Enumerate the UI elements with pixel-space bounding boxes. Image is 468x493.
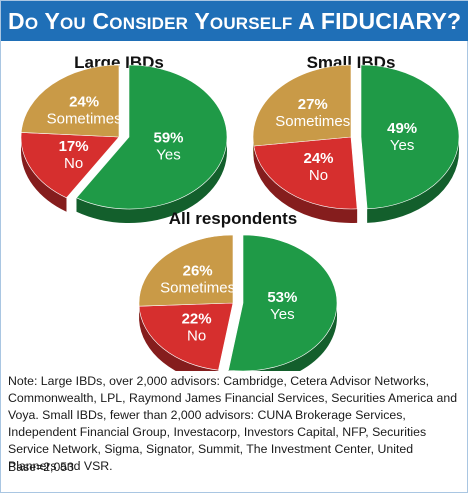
pie-slice-sometimes	[20, 64, 120, 138]
pie-side-yes	[228, 303, 337, 371]
pie-slice-sometimes	[138, 234, 234, 307]
slice-label: Sometimes	[275, 113, 350, 130]
pie-slice-sometimes	[252, 64, 352, 147]
pie-side-no	[21, 137, 67, 212]
slice-value: 17%	[59, 138, 89, 155]
slice-label: No	[187, 328, 206, 345]
slice-value: 24%	[69, 94, 99, 111]
pie-slice-no	[20, 132, 120, 199]
slice-value: 59%	[154, 129, 184, 146]
pie-side-no	[253, 146, 358, 223]
footnote: Note: Large IBDs, over 2,000 advisors: C…	[8, 374, 458, 473]
slice-value: 24%	[304, 150, 334, 167]
slice-label: No	[309, 167, 328, 184]
slice-label: Yes	[390, 137, 414, 154]
pie-side-yes	[76, 137, 227, 223]
slice-label: Yes	[270, 306, 294, 323]
base-count: Base=2,053	[8, 460, 74, 474]
slice-value: 49%	[387, 120, 417, 137]
slice-label: Sometimes	[160, 280, 235, 297]
pie-side-no	[139, 306, 219, 371]
pie-slice-yes	[360, 64, 460, 210]
banner-title: DO YOU CONSIDER YOURSELF A FIDUCIARY?	[8, 8, 462, 34]
chart-title: All respondents	[169, 209, 297, 228]
slice-label: Sometimes	[47, 111, 122, 128]
banner: DO YOU CONSIDER YOURSELF A FIDUCIARY?	[1, 1, 468, 41]
slice-value: 26%	[183, 263, 213, 280]
pie-slice-yes	[76, 64, 228, 210]
slice-label: Yes	[156, 146, 180, 163]
slice-value: 53%	[267, 289, 297, 306]
slice-value: 22%	[182, 311, 212, 328]
slice-value: 27%	[298, 96, 328, 113]
pie-side-yes	[367, 137, 459, 223]
pie-slice-no	[253, 136, 358, 210]
pie-slice-yes	[228, 234, 338, 371]
pie-slice-no	[138, 302, 234, 371]
pie-chart-3: All respondents 53%Yes 22%No 26%Sometimes	[138, 209, 338, 371]
slice-label: No	[64, 155, 83, 172]
